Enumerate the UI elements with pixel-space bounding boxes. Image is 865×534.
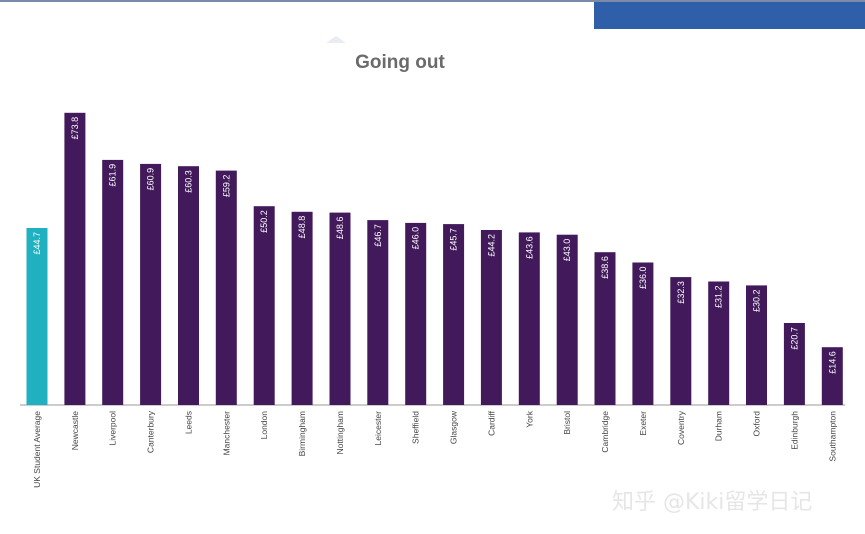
bar-11 (443, 224, 465, 405)
bar-value-label-3: £60.9 (146, 168, 156, 191)
category-label-1: Newcastle (70, 411, 80, 450)
category-label-10: Sheffield (411, 411, 421, 444)
bar-21 (821, 347, 843, 405)
bar-value-label-13: £43.6 (524, 236, 534, 259)
bar-value-label-18: £31.2 (714, 285, 724, 308)
bar-15 (594, 252, 616, 405)
bar-0 (26, 228, 48, 405)
category-label-2: Liverpool (108, 411, 118, 446)
decorative-triangle (326, 36, 346, 43)
category-label-16: Exeter (638, 411, 648, 436)
bar-value-label-16: £36.0 (638, 266, 648, 289)
category-label-3: Canterbury (146, 410, 156, 453)
category-label-5: Manchester (221, 411, 231, 456)
category-label-9: Leicester (373, 411, 383, 446)
bar-20 (783, 323, 805, 405)
bar-value-label-8: £48.6 (335, 217, 345, 240)
top-border-line (0, 0, 865, 2)
bar-value-label-1: £73.8 (70, 117, 80, 140)
bar-5 (215, 170, 237, 405)
bar-1 (64, 112, 86, 406)
category-label-0: UK Student Average (32, 411, 42, 488)
bar-value-label-12: £44.2 (486, 234, 496, 257)
category-label-4: Leeds (183, 411, 193, 434)
bar-value-label-11: £45.7 (449, 228, 459, 251)
category-label-17: Coventry (676, 410, 686, 445)
bar-19 (746, 285, 767, 405)
category-label-20: Edinburgh (789, 411, 799, 450)
bar-10 (405, 222, 427, 405)
bar-value-label-6: £50.2 (259, 210, 269, 233)
bar-18 (708, 281, 730, 405)
bar-value-label-20: £20.7 (789, 327, 799, 350)
bar-3 (140, 163, 162, 405)
bar-2 (102, 159, 124, 405)
category-label-7: Birmingham (297, 411, 307, 456)
bar-value-label-21: £14.6 (827, 351, 837, 374)
bar-8 (329, 212, 351, 405)
bar-9 (367, 220, 389, 405)
bar-value-label-19: £30.2 (752, 289, 762, 312)
bar-7 (291, 211, 313, 405)
bar-16 (632, 262, 654, 405)
chart-title: Going out (355, 52, 445, 73)
bar-17 (670, 277, 692, 405)
category-label-19: Oxford (752, 411, 762, 437)
bar-14 (556, 234, 578, 405)
bar-12 (480, 230, 502, 405)
bar-value-label-5: £59.2 (221, 175, 231, 198)
category-label-11: Glasgow (449, 410, 459, 444)
bar-13 (518, 232, 540, 405)
bar-value-label-2: £61.9 (108, 164, 118, 187)
bar-value-label-17: £32.3 (676, 281, 686, 304)
bar-value-label-0: £44.7 (32, 232, 42, 255)
bar-value-label-7: £48.8 (297, 216, 307, 239)
category-label-6: London (259, 411, 269, 440)
category-label-14: Bristol (562, 411, 572, 435)
category-label-13: York (524, 410, 534, 427)
bar-value-label-15: £38.6 (600, 256, 610, 279)
bar-value-label-14: £43.0 (562, 239, 572, 262)
category-label-12: Cardiff (486, 410, 496, 436)
watermark-text: 知乎 @Kiki留学日记 (612, 490, 813, 515)
bar-value-label-9: £46.7 (373, 224, 383, 247)
header-accent-block (594, 2, 865, 29)
category-label-21: Southampton (827, 411, 837, 462)
category-label-15: Cambridge (600, 411, 610, 453)
bar-6 (253, 206, 275, 405)
bar-4 (178, 166, 199, 405)
bar-value-label-4: £60.3 (183, 170, 193, 193)
category-label-8: Nottingham (335, 411, 345, 454)
category-label-18: Durham (714, 411, 724, 441)
bar-value-label-10: £46.0 (411, 227, 421, 250)
